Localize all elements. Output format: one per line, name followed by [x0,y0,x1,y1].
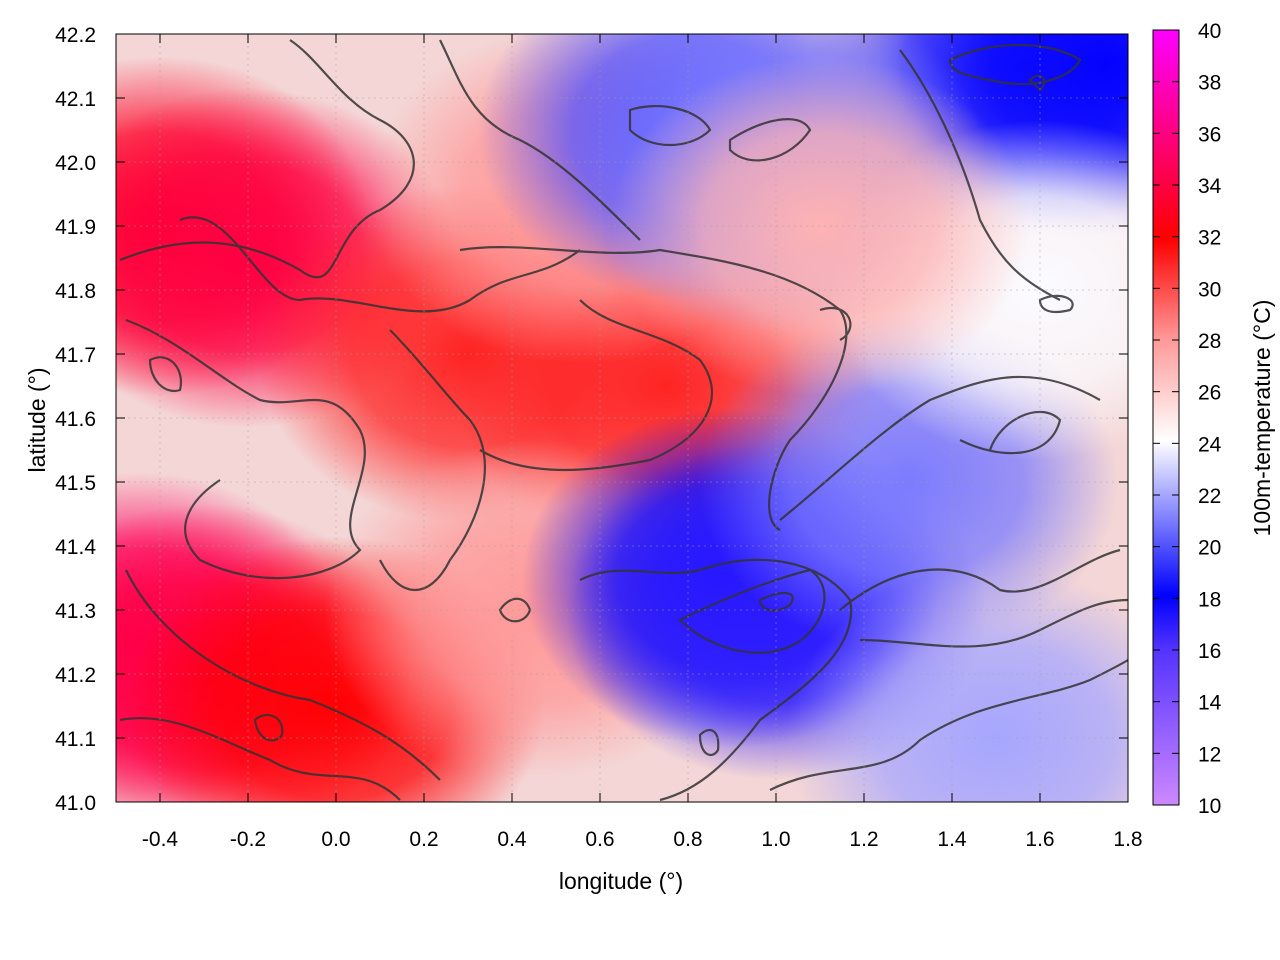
contour-line [728,118,812,162]
contour-line [758,592,794,612]
colorbar-tick-label: 28 [1198,330,1221,353]
y-tick-label: 41.8 [55,280,96,303]
x-tick-label: 0.0 [321,828,350,851]
contour-line [678,568,826,654]
colorbar-tick-label: 24 [1198,433,1222,456]
colorbar-ticks: 10 12 14 16 18 20 22 24 26 28 30 32 34 36 38 40 [1153,20,1222,818]
colorbar-tick-label: 34 [1198,175,1222,198]
y-tick-label: 42.0 [55,152,96,175]
colorbar-tick-label: 36 [1198,123,1221,146]
colorbar-tick-label: 38 [1198,72,1221,95]
contour-line [779,375,1101,521]
contour-lines [119,39,1128,802]
heat-region [786,568,1128,802]
colorbar-gradient [1152,29,1180,806]
contour-line [859,598,1128,648]
colorbar-tick-label: 10 [1198,795,1221,818]
y-axis-ticks: 41.0 41.1 41.2 41.3 41.4 41.5 41.6 41.7 41.8 41.9… [55,24,1128,815]
x-tick-label: 0.6 [585,828,614,851]
colorbar-tick-label: 20 [1198,537,1221,560]
x-axis-ticks: -0.4 -0.2 0.0 0.2 0.4 0.6 0.8 1.0 1.2 1.4 1.6 1.8 [142,34,1143,851]
contour-line [1038,294,1074,314]
contour-line [125,569,441,781]
contour-line [439,39,641,241]
contour-line [819,307,852,341]
contour-line [628,105,712,147]
colorbar: 10 12 14 16 18 20 22 24 26 28 30 32 34 36 38 40 100m-te… [1152,20,1275,818]
y-tick-label: 41.1 [55,728,96,751]
colorbar-tick-label: 16 [1198,640,1221,663]
contour-line [119,716,401,801]
colorbar-tick-label: 14 [1198,692,1222,715]
colorbar-tick-label: 32 [1198,227,1221,250]
contour-line [579,558,853,802]
x-tick-label: 1.4 [937,828,967,851]
x-tick-label: 1.6 [1025,828,1054,851]
contour-line [839,548,1121,611]
colorbar-tick-label: 26 [1198,382,1221,405]
colorbar-tick-label: 30 [1198,278,1221,301]
colorbar-tick-label: 18 [1198,588,1221,611]
y-tick-label: 41.7 [55,344,96,367]
contour-line [479,299,713,472]
contour-line [179,216,581,313]
x-tick-label: 0.8 [673,828,702,851]
contour-line [899,49,1061,301]
contour-line [459,246,848,531]
colorbar-tick-label: 12 [1198,743,1221,766]
contour-line [119,39,415,279]
contour-line [769,659,1128,791]
contour-line [379,329,486,591]
contour-line [125,318,366,580]
y-tick-label: 41.5 [55,472,96,495]
plot-area: -0.4 -0.2 0.0 0.2 0.4 0.6 0.8 1.0 1.2 1.4 1.6 1.8 4… [55,24,1143,851]
x-tick-label: 0.2 [409,828,438,851]
y-tick-label: 41.9 [55,216,96,239]
y-tick-label: 42.1 [55,88,96,111]
x-axis-label: longitude (°) [559,868,683,894]
contour-line [698,728,720,757]
x-tick-label: 1.0 [761,828,790,851]
y-tick-label: 41.4 [55,536,96,559]
y-tick-label: 42.2 [55,24,96,47]
y-axis-label: latitude (°) [24,367,50,472]
y-tick-label: 41.6 [55,408,96,431]
contour-line [148,356,183,393]
x-tick-label: 0.4 [497,828,527,851]
contour-line [959,410,1062,455]
y-tick-label: 41.3 [55,600,96,623]
x-tick-label: 1.2 [849,828,878,851]
y-tick-label: 41.0 [55,792,96,815]
colorbar-tick-label: 40 [1198,20,1221,43]
contour-line [253,713,284,742]
x-tick-label: 1.8 [1113,828,1142,851]
y-tick-label: 41.2 [55,664,96,687]
colorbar-label: 100m-temperature (°C) [1249,300,1275,537]
x-tick-label: -0.2 [230,828,266,851]
colorbar-tick-label: 22 [1198,485,1221,508]
x-tick-label: -0.4 [142,828,179,851]
contour-line [948,43,1082,86]
